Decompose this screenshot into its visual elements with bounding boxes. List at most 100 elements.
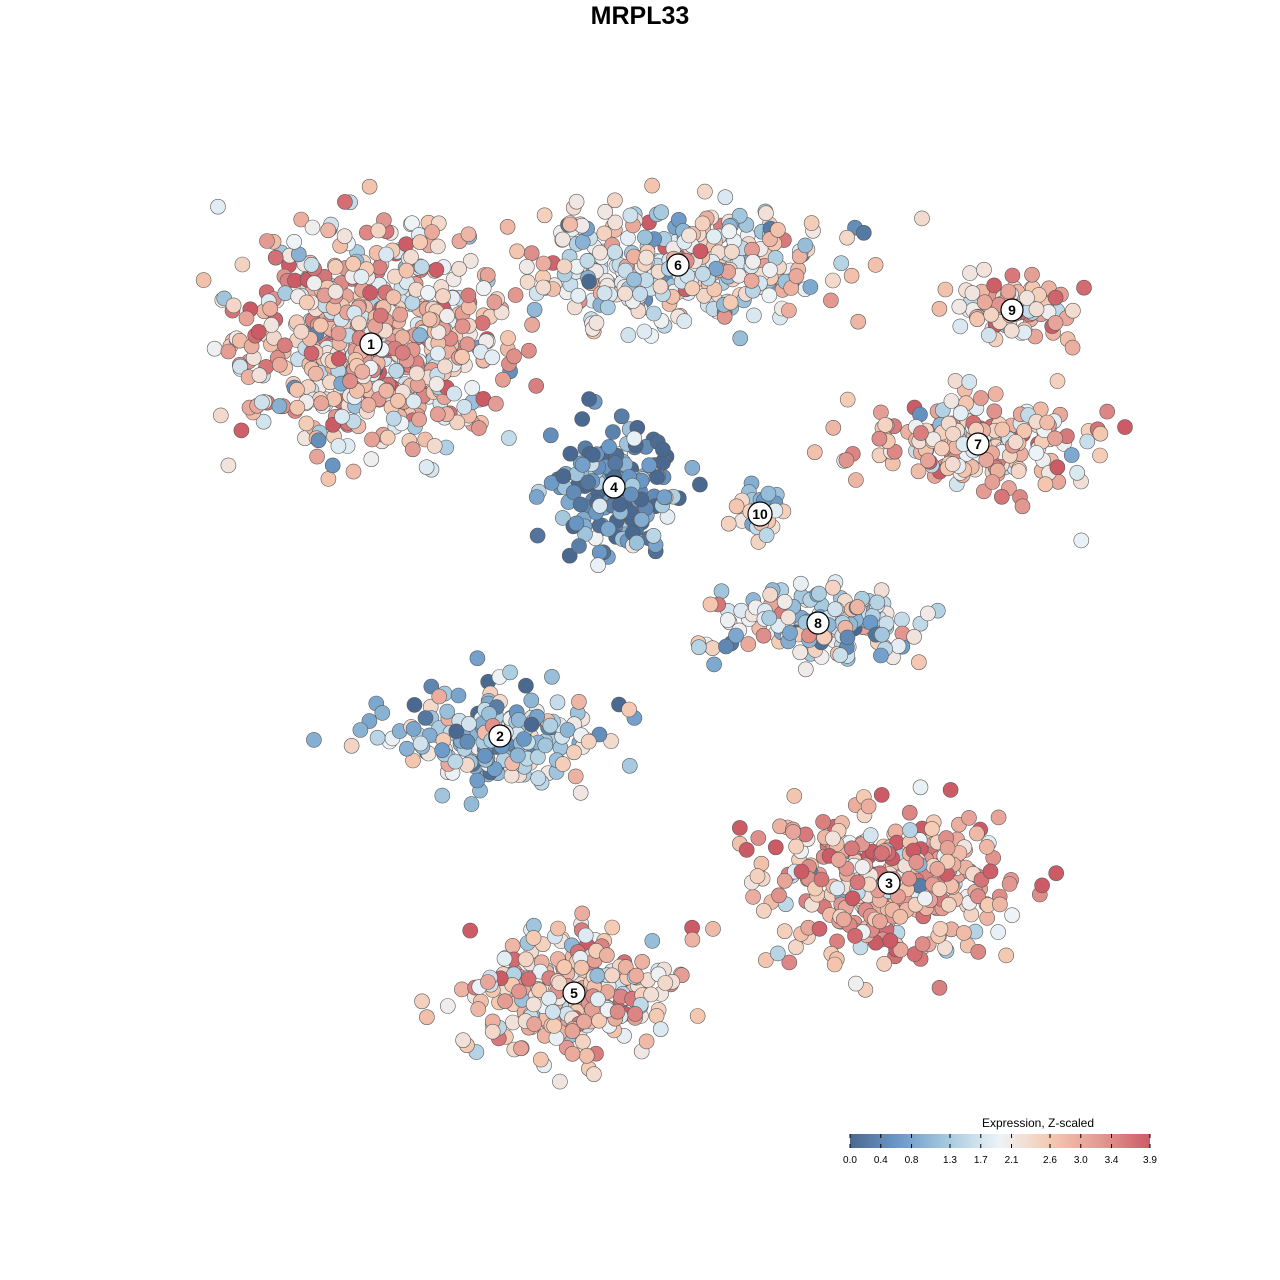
cell-point bbox=[1092, 447, 1108, 464]
cell-point bbox=[525, 996, 542, 1013]
cell-point bbox=[446, 385, 462, 402]
cell-point bbox=[470, 1001, 487, 1017]
cell-point bbox=[601, 439, 617, 455]
cell-point bbox=[511, 983, 527, 1000]
cell-point bbox=[379, 429, 396, 446]
cell-point bbox=[776, 593, 793, 610]
cell-point bbox=[782, 625, 798, 641]
cluster-label-9: 9 bbox=[1000, 298, 1024, 322]
cell-point bbox=[1099, 403, 1115, 420]
cell-point bbox=[532, 1051, 549, 1068]
cell-point bbox=[428, 376, 445, 392]
cell-point bbox=[802, 279, 819, 295]
cell-point bbox=[776, 872, 793, 889]
cell-point bbox=[835, 911, 852, 928]
legend: Expression, Z-scaled 0.0 0.4 0.8 1.3 1.7 2.1 2… bbox=[843, 1116, 1157, 1166]
cell-point bbox=[990, 809, 1007, 826]
cell-point bbox=[530, 770, 547, 787]
cell-point bbox=[417, 710, 434, 726]
cell-point bbox=[970, 943, 987, 960]
cell-point bbox=[1016, 423, 1033, 439]
cell-point bbox=[1034, 877, 1050, 894]
cluster-label-badge bbox=[666, 253, 690, 277]
cell-point bbox=[931, 881, 948, 897]
cell-point bbox=[761, 287, 778, 304]
cell-point bbox=[599, 947, 615, 964]
cell-point bbox=[471, 420, 487, 436]
cell-point bbox=[370, 222, 387, 239]
cell-point bbox=[626, 430, 643, 447]
cell-point bbox=[813, 871, 830, 888]
cell-point bbox=[825, 579, 841, 596]
cell-point bbox=[488, 395, 504, 412]
cell-point bbox=[961, 374, 978, 390]
cell-point bbox=[565, 484, 582, 501]
cell-point bbox=[504, 937, 521, 954]
cell-point bbox=[499, 219, 516, 235]
cell-point bbox=[456, 399, 473, 415]
cell-point bbox=[330, 350, 347, 367]
cell-point bbox=[628, 534, 645, 551]
legend-title: Expression, Z-scaled bbox=[982, 1116, 1094, 1130]
cell-point bbox=[334, 408, 350, 425]
cluster-label-badge bbox=[806, 611, 830, 635]
cell-point bbox=[792, 644, 809, 661]
cell-point bbox=[976, 294, 993, 311]
cell-point bbox=[576, 1013, 592, 1030]
cell-point bbox=[758, 527, 775, 544]
cell-point bbox=[462, 922, 479, 939]
cell-point bbox=[303, 345, 320, 362]
cluster-label-text: 5 bbox=[570, 985, 578, 1001]
cell-point bbox=[1073, 532, 1090, 549]
cell-point bbox=[1014, 498, 1031, 515]
cell-point bbox=[518, 677, 534, 694]
cell-point bbox=[462, 253, 479, 269]
cell-point bbox=[474, 315, 491, 331]
cell-point bbox=[932, 921, 949, 937]
cell-point bbox=[762, 586, 779, 603]
cell-point bbox=[1019, 290, 1035, 306]
cell-point bbox=[431, 688, 448, 705]
legend-tick-label: 2.1 bbox=[1005, 1155, 1019, 1166]
cell-point bbox=[360, 397, 377, 413]
cell-point bbox=[372, 307, 389, 324]
legend-tick-label: 0.8 bbox=[905, 1155, 919, 1166]
cell-point bbox=[406, 697, 423, 713]
cell-point bbox=[890, 638, 907, 654]
cell-point bbox=[869, 594, 886, 611]
cell-point bbox=[233, 422, 250, 439]
cell-point bbox=[1064, 339, 1081, 356]
cell-point bbox=[825, 272, 841, 289]
cell-point bbox=[581, 391, 597, 407]
cell-point bbox=[634, 953, 651, 970]
cell-point bbox=[708, 260, 725, 277]
cell-point bbox=[1001, 876, 1018, 892]
cell-point bbox=[769, 945, 786, 962]
cell-point bbox=[628, 967, 645, 984]
cell-point bbox=[755, 902, 772, 919]
cell-point bbox=[342, 373, 358, 390]
cell-point bbox=[554, 510, 571, 526]
cell-point bbox=[1004, 907, 1020, 924]
cell-point bbox=[943, 393, 960, 409]
cell-point bbox=[337, 194, 353, 210]
cell-point bbox=[419, 1009, 435, 1026]
cell-point bbox=[746, 307, 762, 324]
cell-point bbox=[552, 1073, 568, 1090]
cell-point bbox=[655, 441, 671, 458]
cell-point bbox=[1049, 459, 1066, 476]
cell-point bbox=[509, 243, 525, 260]
cell-point bbox=[469, 650, 486, 667]
cell-point bbox=[555, 756, 571, 772]
cell-point bbox=[542, 427, 559, 444]
cell-point bbox=[1003, 322, 1020, 339]
cell-point bbox=[643, 986, 659, 1003]
cell-point bbox=[839, 391, 856, 408]
cell-point bbox=[738, 842, 755, 858]
cell-point bbox=[411, 411, 427, 428]
cell-point bbox=[847, 928, 863, 944]
cell-point bbox=[772, 818, 788, 835]
cluster-label-text: 8 bbox=[814, 615, 822, 631]
cell-point bbox=[526, 301, 543, 318]
